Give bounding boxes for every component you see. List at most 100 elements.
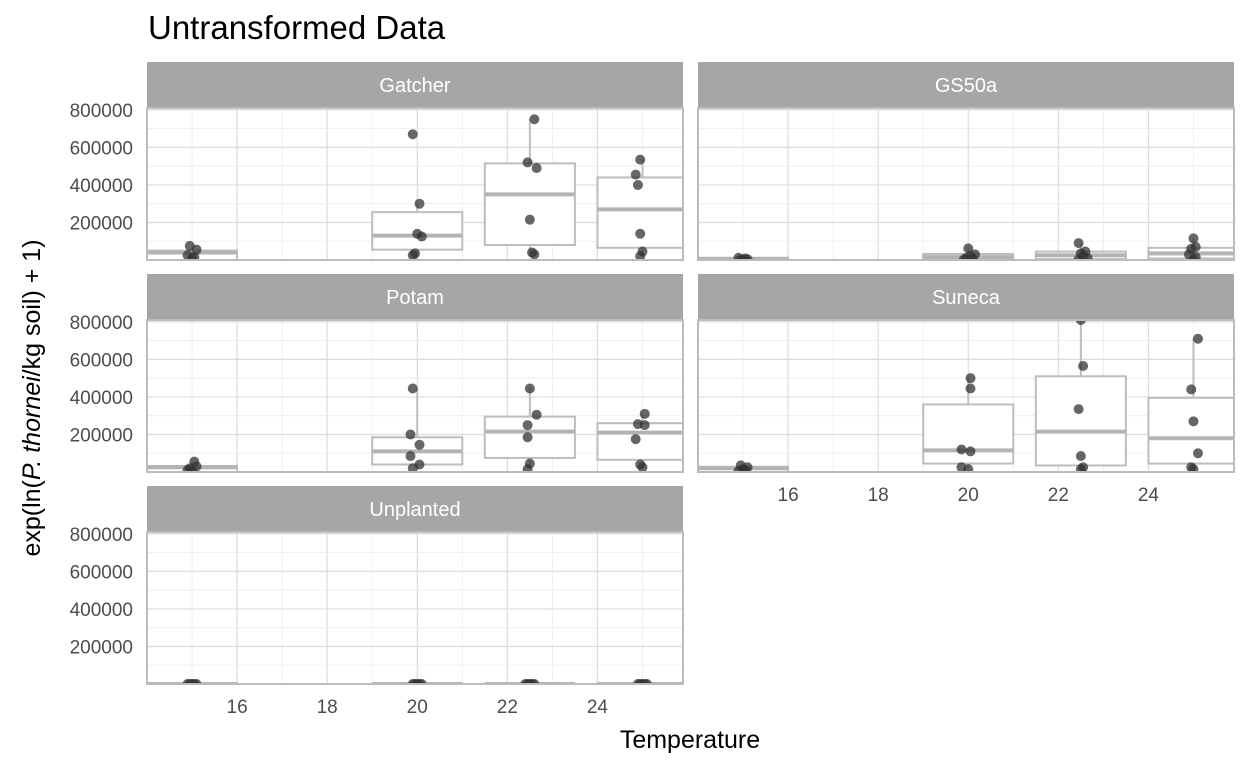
data-point	[1078, 360, 1089, 371]
data-point	[407, 129, 418, 140]
data-point	[1188, 464, 1199, 472]
facet-strip-label: Suneca	[932, 287, 1001, 309]
data-point	[405, 429, 416, 440]
data-point	[630, 169, 641, 180]
data-point	[529, 114, 540, 125]
facet-strip-label: GS50a	[935, 75, 998, 97]
facet-strip-label: Gatcher	[379, 75, 450, 97]
y-tick-label: 600000	[70, 562, 133, 583]
y-tick-label: 800000	[70, 313, 133, 334]
data-point	[405, 451, 416, 462]
data-point	[1073, 254, 1084, 260]
data-point	[524, 383, 535, 394]
data-point	[524, 214, 535, 225]
y-tick-label: 800000	[70, 525, 133, 546]
data-point	[1186, 384, 1197, 395]
data-point	[630, 434, 641, 445]
panel-border	[146, 319, 684, 473]
x-tick-label: 16	[227, 697, 248, 718]
facet-strip-label: Unplanted	[369, 499, 460, 521]
data-point	[416, 231, 427, 242]
data-point	[531, 409, 542, 420]
data-point	[641, 679, 652, 684]
box-body	[1034, 375, 1127, 467]
facet-gs50a: GS50a	[697, 62, 1235, 261]
data-point	[637, 462, 648, 472]
x-tick-label: 20	[958, 485, 979, 506]
data-point	[1073, 404, 1084, 415]
data-point	[1075, 320, 1086, 325]
y-tick-label: 400000	[70, 176, 133, 197]
data-point	[1075, 451, 1086, 462]
data-point	[414, 439, 425, 450]
box-25	[1147, 338, 1234, 470]
chart-title: Untransformed Data	[148, 9, 446, 46]
data-point	[1073, 238, 1084, 249]
y-tick-label: 400000	[70, 600, 133, 621]
data-point	[1188, 416, 1199, 427]
y-tick-label: 200000	[70, 213, 133, 234]
y-tick-label: 200000	[70, 425, 133, 446]
y-axis-title-part: /kg soil) + 1)	[18, 239, 46, 376]
data-point	[958, 254, 969, 260]
data-point	[189, 679, 200, 684]
data-point	[191, 244, 202, 255]
box-22-5	[483, 119, 576, 255]
data-point	[956, 444, 967, 455]
data-point	[965, 446, 976, 457]
x-tick-label: 24	[1138, 485, 1160, 506]
data-point	[522, 464, 533, 472]
x-tick-label: 18	[317, 697, 338, 718]
data-point	[632, 679, 643, 684]
y-axis-title-part: exp(ln(	[18, 479, 46, 556]
facet-panels: Gatcher 200000 400000 600000 800000 GS50a Pota…	[70, 62, 1235, 718]
data-point	[740, 465, 751, 472]
data-point	[189, 252, 200, 260]
data-point	[1188, 233, 1199, 244]
box-25	[596, 158, 683, 257]
y-tick-label: 800000	[70, 101, 133, 122]
y-tick-label: 600000	[70, 350, 133, 371]
data-point	[639, 420, 650, 431]
data-point	[522, 432, 533, 443]
facet-strip-label: Potam	[386, 287, 444, 309]
data-point	[965, 373, 976, 384]
data-point	[639, 408, 650, 419]
data-point	[407, 383, 418, 394]
data-point	[414, 679, 425, 684]
data-point	[531, 163, 542, 174]
facet-unplanted: Unplanted 200000 400000 600000 800000 16 18 20 2…	[70, 486, 684, 718]
data-point	[522, 420, 533, 431]
data-point	[963, 464, 974, 472]
facet-strip	[147, 62, 683, 108]
y-axis-title: exp(ln(P. thornei/kg soil) + 1)	[18, 239, 46, 556]
x-axis-title: Temperature	[620, 726, 760, 754]
data-point	[963, 243, 974, 254]
box-body	[483, 162, 576, 246]
x-tick-label: 18	[868, 485, 889, 506]
data-point	[529, 249, 540, 260]
box-body	[596, 422, 683, 461]
data-point	[520, 679, 531, 684]
data-point	[1192, 333, 1203, 344]
x-tick-label: 16	[778, 485, 799, 506]
data-point	[967, 254, 978, 260]
facet-strip	[698, 274, 1234, 320]
facet-suneca: Suneca 16 18 20 22 24	[697, 274, 1235, 506]
y-tick-label: 600000	[70, 138, 133, 159]
data-point	[1188, 254, 1199, 260]
data-point	[187, 466, 198, 472]
data-point	[1192, 448, 1203, 459]
panel-content	[147, 383, 683, 472]
x-tick-label: 22	[1048, 485, 1069, 506]
facet-potam: Potam 200000 400000 600000 800000	[70, 274, 684, 473]
box-20	[371, 388, 464, 470]
facet-strip	[147, 486, 683, 532]
data-point	[965, 383, 976, 394]
panel-grid	[147, 532, 683, 684]
data-point	[407, 250, 418, 260]
data-point	[1082, 253, 1093, 260]
data-point	[407, 463, 418, 472]
facet-strip	[698, 62, 1234, 108]
